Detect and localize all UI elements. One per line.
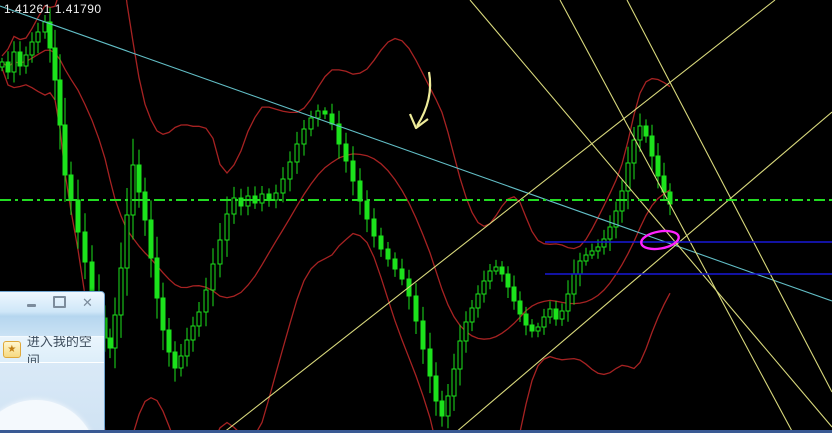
window-controls: ✕ xyxy=(23,295,96,309)
falling-yellow-trendline-2 xyxy=(559,0,794,433)
taskbar-edge xyxy=(0,430,832,433)
minimize-icon xyxy=(27,303,36,307)
enter-my-space-menu-item[interactable]: ★ 进入我的空间 xyxy=(0,334,104,368)
star-icon: ★ xyxy=(3,341,21,358)
rising-yellow-trendline-1 xyxy=(222,0,776,433)
down-arrow-head xyxy=(408,113,429,130)
down-arrow-annotation xyxy=(416,71,432,127)
minimize-button[interactable] xyxy=(23,295,40,309)
popup-window: ✕ ★ 进入我的空间 xyxy=(0,291,105,433)
close-button[interactable]: ✕ xyxy=(79,295,96,309)
falling-yellow-trendline-3 xyxy=(626,0,832,393)
close-icon: ✕ xyxy=(82,294,93,310)
decorative-circle xyxy=(0,400,97,433)
highlight-ellipse xyxy=(640,229,680,251)
popup-content xyxy=(0,363,104,433)
popup-titlebar: ✕ xyxy=(0,292,104,336)
maximize-button[interactable] xyxy=(51,295,68,309)
falling-yellow-trendline-1 xyxy=(469,0,832,428)
descending-cyan-trendline xyxy=(0,5,832,302)
rising-yellow-trendline-2 xyxy=(454,111,832,433)
quote-label: 1.41261 1.41790 xyxy=(4,2,102,16)
maximize-icon xyxy=(53,296,66,308)
